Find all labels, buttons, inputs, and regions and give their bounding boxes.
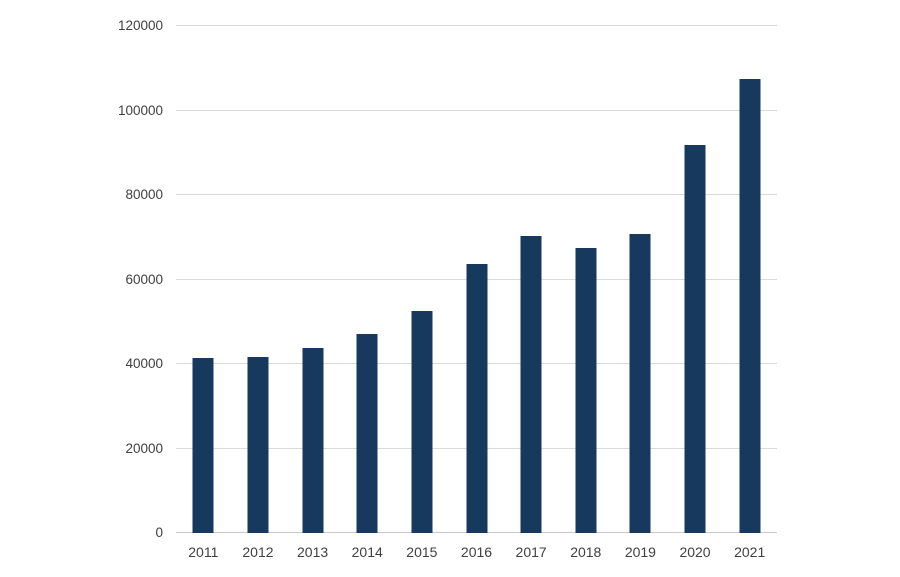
gridline-100000 — [176, 109, 777, 111]
x-tick-label-2014: 2014 — [351, 544, 383, 560]
bar-2019 — [629, 233, 651, 533]
bar-2013 — [302, 347, 324, 533]
bar-2016 — [466, 264, 487, 533]
x-tick-label-2018: 2018 — [570, 544, 602, 560]
y-tick-label-100000: 100000 — [117, 102, 163, 118]
bar-2020 — [684, 145, 706, 533]
x-tick-label-2012: 2012 — [242, 544, 274, 560]
y-tick-label-40000: 40000 — [125, 356, 163, 371]
x-tick-label-2013: 2013 — [297, 544, 329, 560]
x-tick-label-2021: 2021 — [734, 544, 766, 560]
y-tick-label-120000: 120000 — [117, 18, 163, 33]
x-tick-label-2015: 2015 — [406, 544, 438, 560]
y-axis-tick-labels: 0 20000 40000 60000 80000 100000 120000 — [0, 18, 163, 540]
bar-2014 — [356, 334, 378, 533]
y-tick-label-0: 0 — [155, 525, 163, 540]
y-tick-label-60000: 60000 — [125, 271, 163, 287]
y-tick-label-20000: 20000 — [125, 440, 163, 456]
plot-area — [176, 25, 777, 533]
gridline-120000 — [176, 25, 777, 26]
bar-2012 — [247, 356, 269, 533]
y-tick-label-80000: 80000 — [125, 187, 163, 202]
bar-2015 — [411, 311, 433, 533]
bar-2021 — [739, 78, 761, 533]
bar-2011 — [192, 358, 214, 533]
x-axis-tick-labels: 2011 2012 2013 2014 2015 2016 2017 2018 2019 2020… — [176, 533, 777, 567]
x-tick-label-2019: 2019 — [624, 544, 656, 560]
bars-layer — [176, 26, 777, 533]
x-tick-label-2016: 2016 — [460, 544, 493, 560]
x-tick-label-2017: 2017 — [515, 544, 547, 560]
x-tick-label-2020: 2020 — [679, 544, 711, 560]
x-tick-label-2011: 2011 — [188, 544, 219, 560]
gridline-80000 — [176, 194, 777, 195]
bar-2018 — [575, 248, 597, 533]
bar-2017 — [520, 235, 542, 533]
